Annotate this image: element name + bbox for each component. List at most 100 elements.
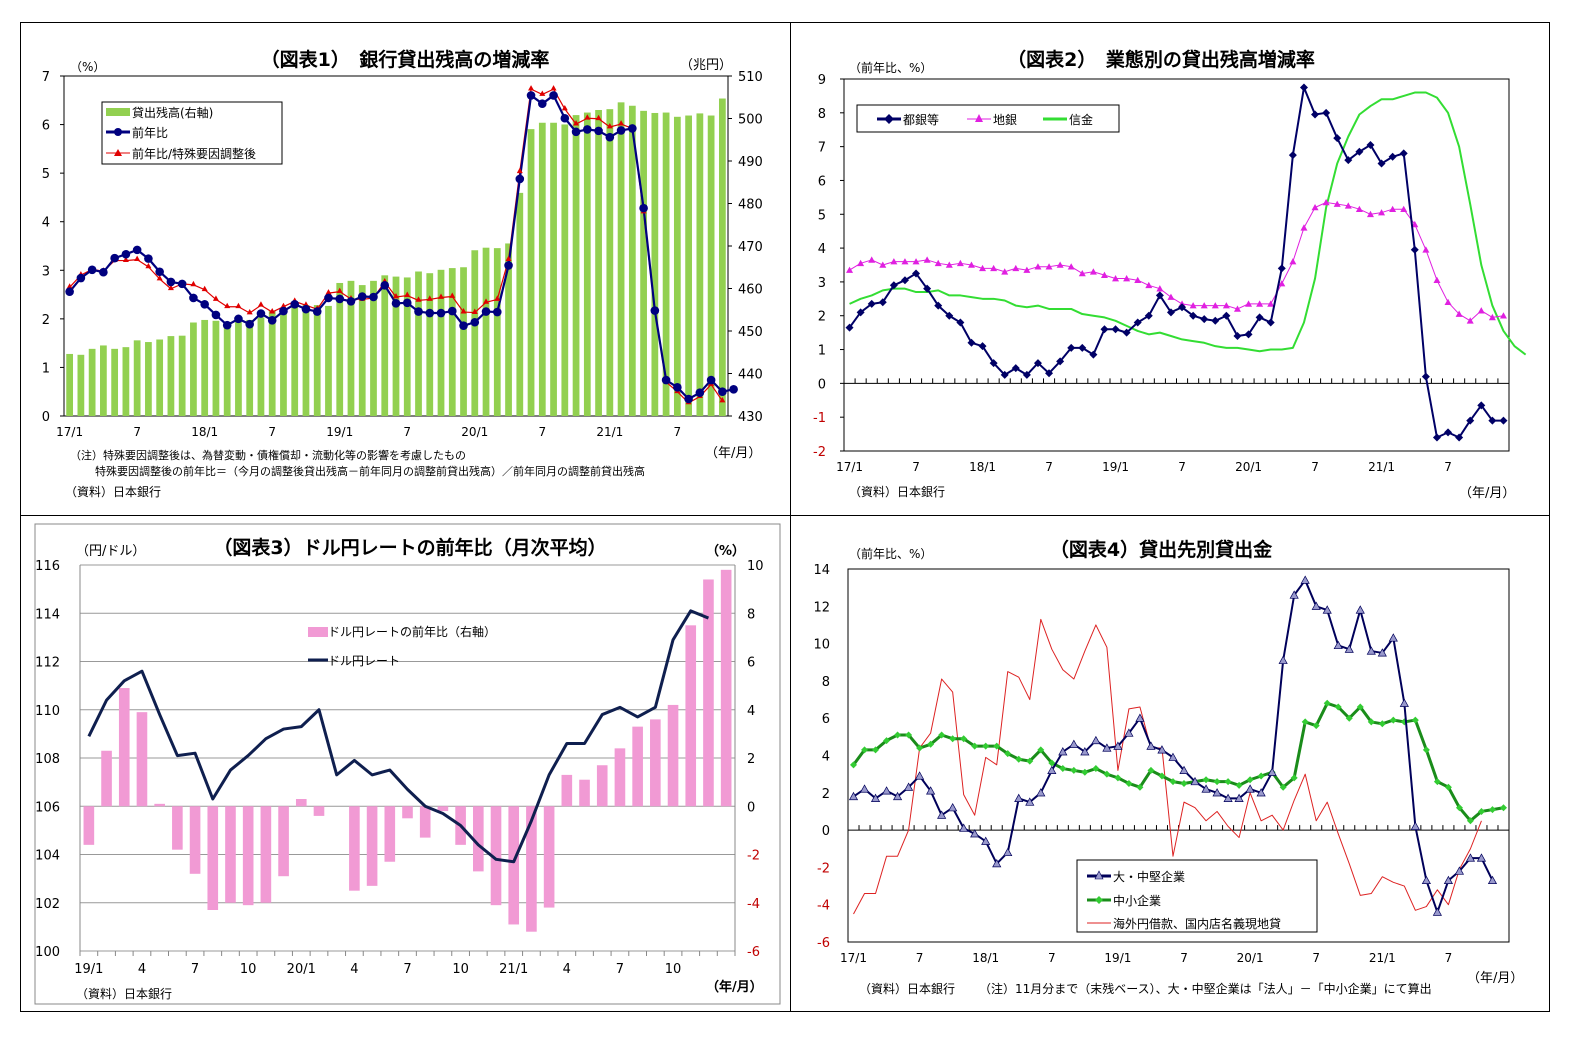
fig1-xtick-label: 7 <box>538 425 546 439</box>
fig2-point-regional <box>1477 307 1485 314</box>
fig3-bar <box>101 750 112 807</box>
fig2-point-city <box>1255 313 1264 322</box>
fig1-xtick-label: 17/1 <box>56 425 83 439</box>
fig1-point-adj <box>66 283 73 289</box>
fig1-point-yoy <box>380 281 390 290</box>
fig2-point-regional <box>1300 224 1308 231</box>
fig2-xlabel: （年/月） <box>1459 486 1515 501</box>
fig4-point-large <box>981 836 991 845</box>
fig4-point-sme <box>1466 817 1474 825</box>
fig2-point-regional <box>979 264 987 272</box>
fig3-bar <box>685 625 697 807</box>
fig2-point-city <box>1299 83 1308 92</box>
fig1-bar <box>133 340 141 416</box>
fig2-point-city <box>1311 110 1320 119</box>
fig3-bar <box>596 765 608 807</box>
fig1-bar <box>325 305 332 416</box>
fig2-point-regional <box>1233 305 1241 312</box>
fig4-ytick-label: -4 <box>817 899 830 914</box>
fig4-point-sme <box>1356 703 1364 711</box>
fig1-bar <box>246 319 254 416</box>
fig2-point-regional <box>846 266 854 273</box>
fig3-bar <box>473 806 484 872</box>
fig2-point-regional <box>1444 298 1452 305</box>
fig1-point-adj <box>246 309 253 315</box>
fig2-point-city <box>1078 343 1087 352</box>
fig1-point-yoy <box>222 320 232 330</box>
fig2-point-regional <box>1156 285 1164 292</box>
fig1-point-adj <box>122 256 129 262</box>
fig4-note: （注）11月分まで（末残ベース）、大・中堅企業は「法人」－「中小企業」にて算出 <box>979 981 1432 996</box>
fig2-ytick-label: 3 <box>818 276 826 291</box>
fig1-legend-label-yoy: 前年比 <box>132 125 168 140</box>
fig3-ylabel-left: （円/ドル） <box>76 544 145 559</box>
fig3-ytick-label-left: 112 <box>35 656 60 671</box>
fig2-point-city <box>989 359 998 368</box>
fig2-point-city <box>900 276 909 285</box>
fig2-point-regional <box>1112 275 1120 282</box>
fig3-xtick-label: 7 <box>616 962 624 977</box>
fig1-point-adj <box>426 295 433 301</box>
fig4-point-sme <box>1477 807 1485 815</box>
fig1-bar <box>561 124 569 416</box>
fig4-point-large <box>1234 793 1244 802</box>
fig1-point-yoy <box>290 299 300 309</box>
fig4-point-sme <box>1378 720 1386 728</box>
fig2-point-regional <box>1045 263 1053 270</box>
fig4-point-sme <box>1334 703 1342 711</box>
fig4-ytick-label: 8 <box>822 675 830 690</box>
fig3-ytick-label-left: 100 <box>35 945 60 960</box>
fig1-point-yoy <box>65 287 74 296</box>
fig1-bar <box>190 322 197 416</box>
fig2-point-city <box>1388 152 1397 161</box>
fig1-bar <box>673 116 681 417</box>
fig3-ytick-label-right: 2 <box>747 752 755 767</box>
fig2-point-city <box>1122 328 1131 337</box>
fig2-point-city <box>1277 264 1286 273</box>
fig1-point-yoy <box>538 99 547 108</box>
fig2-ytick-label: 5 <box>818 208 826 223</box>
fig4-point-sme <box>1147 766 1155 774</box>
fig4-point-sme <box>1213 778 1221 786</box>
fig4-point-sme <box>1125 779 1133 787</box>
fig2-point-regional <box>934 259 942 267</box>
fig4-point-sme <box>1026 757 1034 765</box>
fig1-bar <box>662 112 670 417</box>
fig2-point-regional <box>945 261 953 268</box>
fig1-ytick-label-right: 500 <box>738 113 763 128</box>
fig2-point-regional <box>1145 281 1153 289</box>
fig2-point-city <box>1477 401 1486 410</box>
fig2-point-city <box>878 298 887 307</box>
fig1-point-yoy <box>144 254 153 263</box>
fig1-ytick-label-right: 480 <box>738 198 763 213</box>
fig1-point-yoy <box>402 298 412 308</box>
fig1-bar <box>460 267 467 416</box>
fig1-point-adj <box>190 280 197 287</box>
fig2-point-regional <box>857 259 865 267</box>
fig1-bar <box>223 322 231 416</box>
fig2-point-regional <box>1378 209 1386 216</box>
fig4-point-large <box>1399 698 1409 707</box>
fig1-bar <box>550 122 557 416</box>
fig3-inner-frame <box>34 523 781 1005</box>
fig2-point-regional <box>912 258 920 265</box>
fig2-xtick-label: 7 <box>1178 460 1186 474</box>
fig2-point-regional <box>1289 258 1297 265</box>
fig1-point-yoy <box>132 245 142 255</box>
fig2-ytick-label: 6 <box>818 174 826 189</box>
fig1-xlabel: （年/月） <box>705 446 761 461</box>
fig4-point-large <box>848 791 859 801</box>
fig1-point-adj <box>606 123 613 129</box>
fig2-legend-label-city: 都銀等 <box>903 113 939 127</box>
fig2-point-city <box>1200 315 1209 324</box>
fig1-legend-label-bars: 貸出残高(右軸) <box>132 105 213 120</box>
fig1-bar <box>415 271 422 416</box>
fig1-xtick-label: 7 <box>133 425 141 439</box>
fig2-legend-marker-regional <box>975 114 983 122</box>
fig1-point-yoy <box>447 306 457 316</box>
fig2-ytick-label: 7 <box>818 141 826 156</box>
fig4-point-sme <box>1081 768 1089 776</box>
fig1-bar <box>718 98 726 417</box>
fig2-point-regional <box>1400 205 1408 212</box>
fig3-xtick-label: 4 <box>138 962 146 977</box>
